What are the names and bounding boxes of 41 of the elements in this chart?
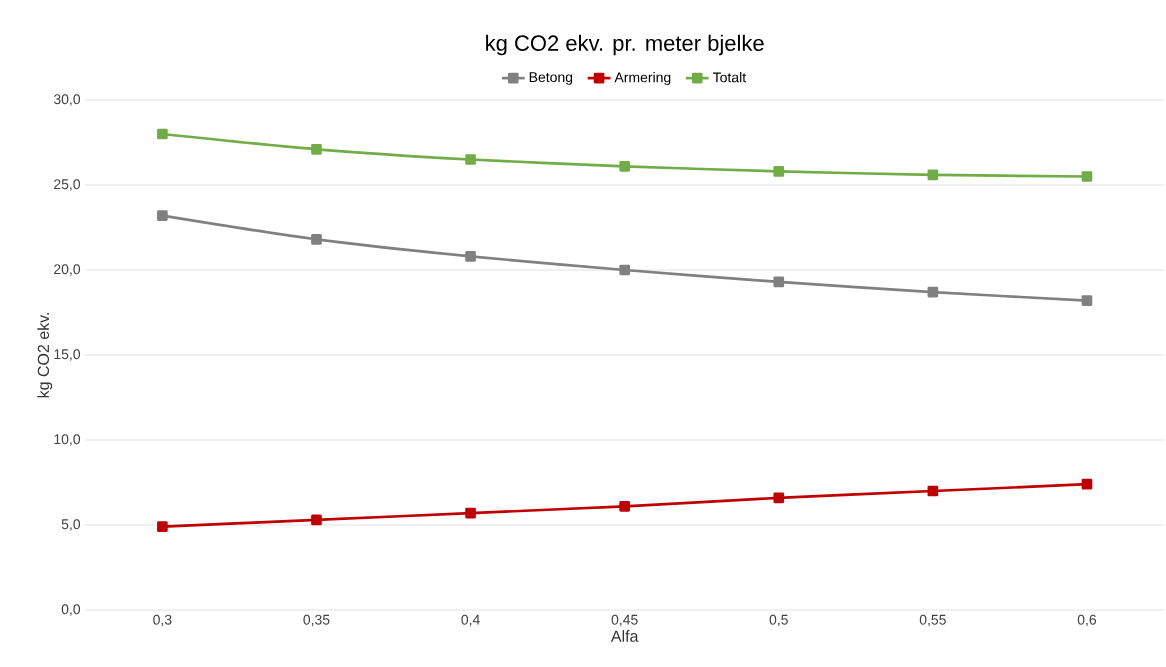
y-tick-label: 10,0	[54, 434, 81, 446]
point	[311, 234, 322, 245]
x-tick-label: 0,35	[303, 614, 330, 627]
y-tick-label: 15,0	[54, 349, 81, 361]
point	[773, 166, 785, 177]
point	[465, 154, 476, 165]
legend-label: Armering	[614, 72, 671, 86]
y-tick-label: 20,0	[54, 264, 81, 276]
x-tick-label: 0,3	[153, 614, 172, 627]
y-tick-label: 30,0	[53, 94, 81, 106]
point	[619, 500, 631, 512]
point	[927, 485, 939, 497]
point	[927, 286, 939, 298]
point	[157, 210, 168, 221]
y-tick-label: 0,0	[61, 604, 81, 616]
x-tick-label: 0,5	[769, 614, 788, 627]
chart-title: kg CO2 ekv. pr. meter bjelke	[486, 34, 764, 56]
point	[465, 507, 476, 519]
point	[157, 128, 168, 140]
y-axis-title: kg CO2 ekv.	[37, 313, 53, 398]
point	[619, 160, 631, 172]
x-tick-label: 0,4	[461, 614, 480, 627]
point	[465, 251, 476, 262]
legend-label: Totalt	[712, 72, 747, 83]
x-tick-label: 0,55	[919, 614, 946, 627]
x-tick-label: 0,6	[1077, 614, 1097, 627]
point	[1081, 171, 1093, 182]
y-tick-label: 5,0	[61, 519, 81, 531]
point	[927, 169, 939, 181]
x-axis-title: Alfa	[610, 630, 639, 642]
point	[619, 264, 631, 276]
point	[311, 514, 322, 526]
legend-label: Betong	[529, 72, 573, 85]
x-tick-label: 0,45	[611, 614, 638, 627]
point	[157, 521, 168, 533]
point	[311, 143, 322, 155]
y-tick-label: 25,0	[54, 179, 81, 191]
point	[773, 276, 785, 288]
point	[773, 492, 785, 504]
point	[1081, 478, 1093, 490]
point	[1081, 295, 1093, 306]
